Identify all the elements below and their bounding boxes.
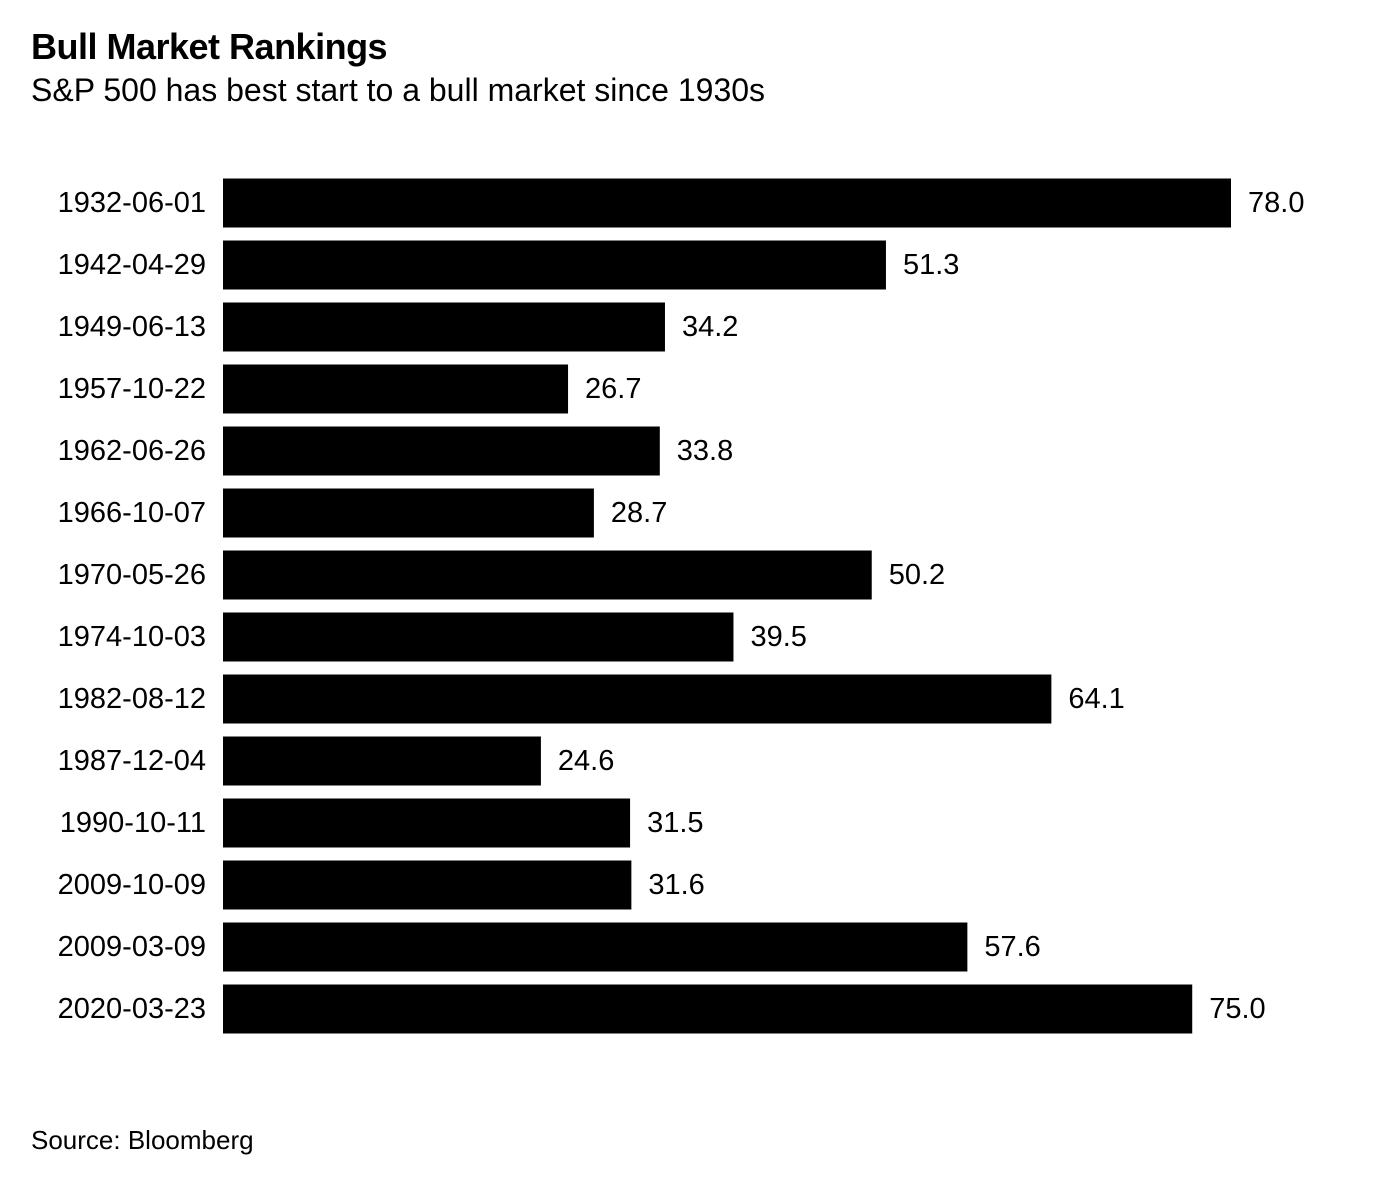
category-label: 1982-08-12 xyxy=(58,683,206,715)
value-label: 64.1 xyxy=(1068,683,1124,715)
bar xyxy=(223,178,1231,228)
bar xyxy=(223,612,734,662)
bar xyxy=(223,984,1193,1034)
category-label: 2009-10-09 xyxy=(58,869,206,901)
value-label: 31.6 xyxy=(648,869,704,901)
category-label: 1957-10-22 xyxy=(58,373,206,405)
category-label: 1970-05-26 xyxy=(58,559,206,591)
chart-title: Bull Market Rankings xyxy=(31,26,388,67)
value-label: 50.2 xyxy=(889,559,945,591)
value-label: 39.5 xyxy=(750,621,806,653)
category-label: 1974-10-03 xyxy=(58,621,206,653)
category-label: 2020-03-23 xyxy=(58,993,206,1025)
category-label: 2009-03-09 xyxy=(58,931,206,963)
category-label: 1987-12-04 xyxy=(58,745,206,777)
source-note: Source: Bloomberg xyxy=(31,1125,254,1155)
bar xyxy=(223,302,665,352)
value-label: 28.7 xyxy=(611,497,667,529)
value-label: 78.0 xyxy=(1248,187,1304,219)
value-label: 75.0 xyxy=(1209,993,1265,1025)
bar xyxy=(223,860,632,910)
bar xyxy=(223,922,968,972)
bar xyxy=(223,798,631,848)
value-label: 51.3 xyxy=(903,249,959,281)
category-label: 1942-04-29 xyxy=(58,249,206,281)
bar xyxy=(223,674,1052,724)
category-label: 1990-10-11 xyxy=(60,807,206,839)
bar xyxy=(223,550,872,600)
bar xyxy=(223,364,569,414)
value-label: 24.6 xyxy=(558,745,614,777)
category-label: 1949-06-13 xyxy=(58,311,206,343)
value-label: 26.7 xyxy=(585,373,641,405)
category-label: 1932-06-01 xyxy=(58,187,206,219)
value-label: 31.5 xyxy=(647,807,703,839)
category-labels-group: 1932-06-01 1942-04-29 1949-06-13 1957-10-22… xyxy=(58,187,206,1025)
bars-group xyxy=(223,178,1231,1034)
bar xyxy=(223,488,594,538)
value-label: 33.8 xyxy=(677,435,733,467)
category-label: 1966-10-07 xyxy=(58,497,206,529)
bar xyxy=(223,426,660,476)
value-label: 57.6 xyxy=(984,931,1040,963)
category-label: 1962-06-26 xyxy=(58,435,206,467)
value-label: 34.2 xyxy=(682,311,738,343)
chart-subtitle: S&P 500 has best start to a bull market … xyxy=(31,72,766,108)
bar xyxy=(223,736,541,786)
value-labels-group: 78.0 51.3 34.2 26.7 33.8 28.7 50.2 39.5 64.1 24.6… xyxy=(558,187,1305,1025)
bar xyxy=(223,240,886,290)
